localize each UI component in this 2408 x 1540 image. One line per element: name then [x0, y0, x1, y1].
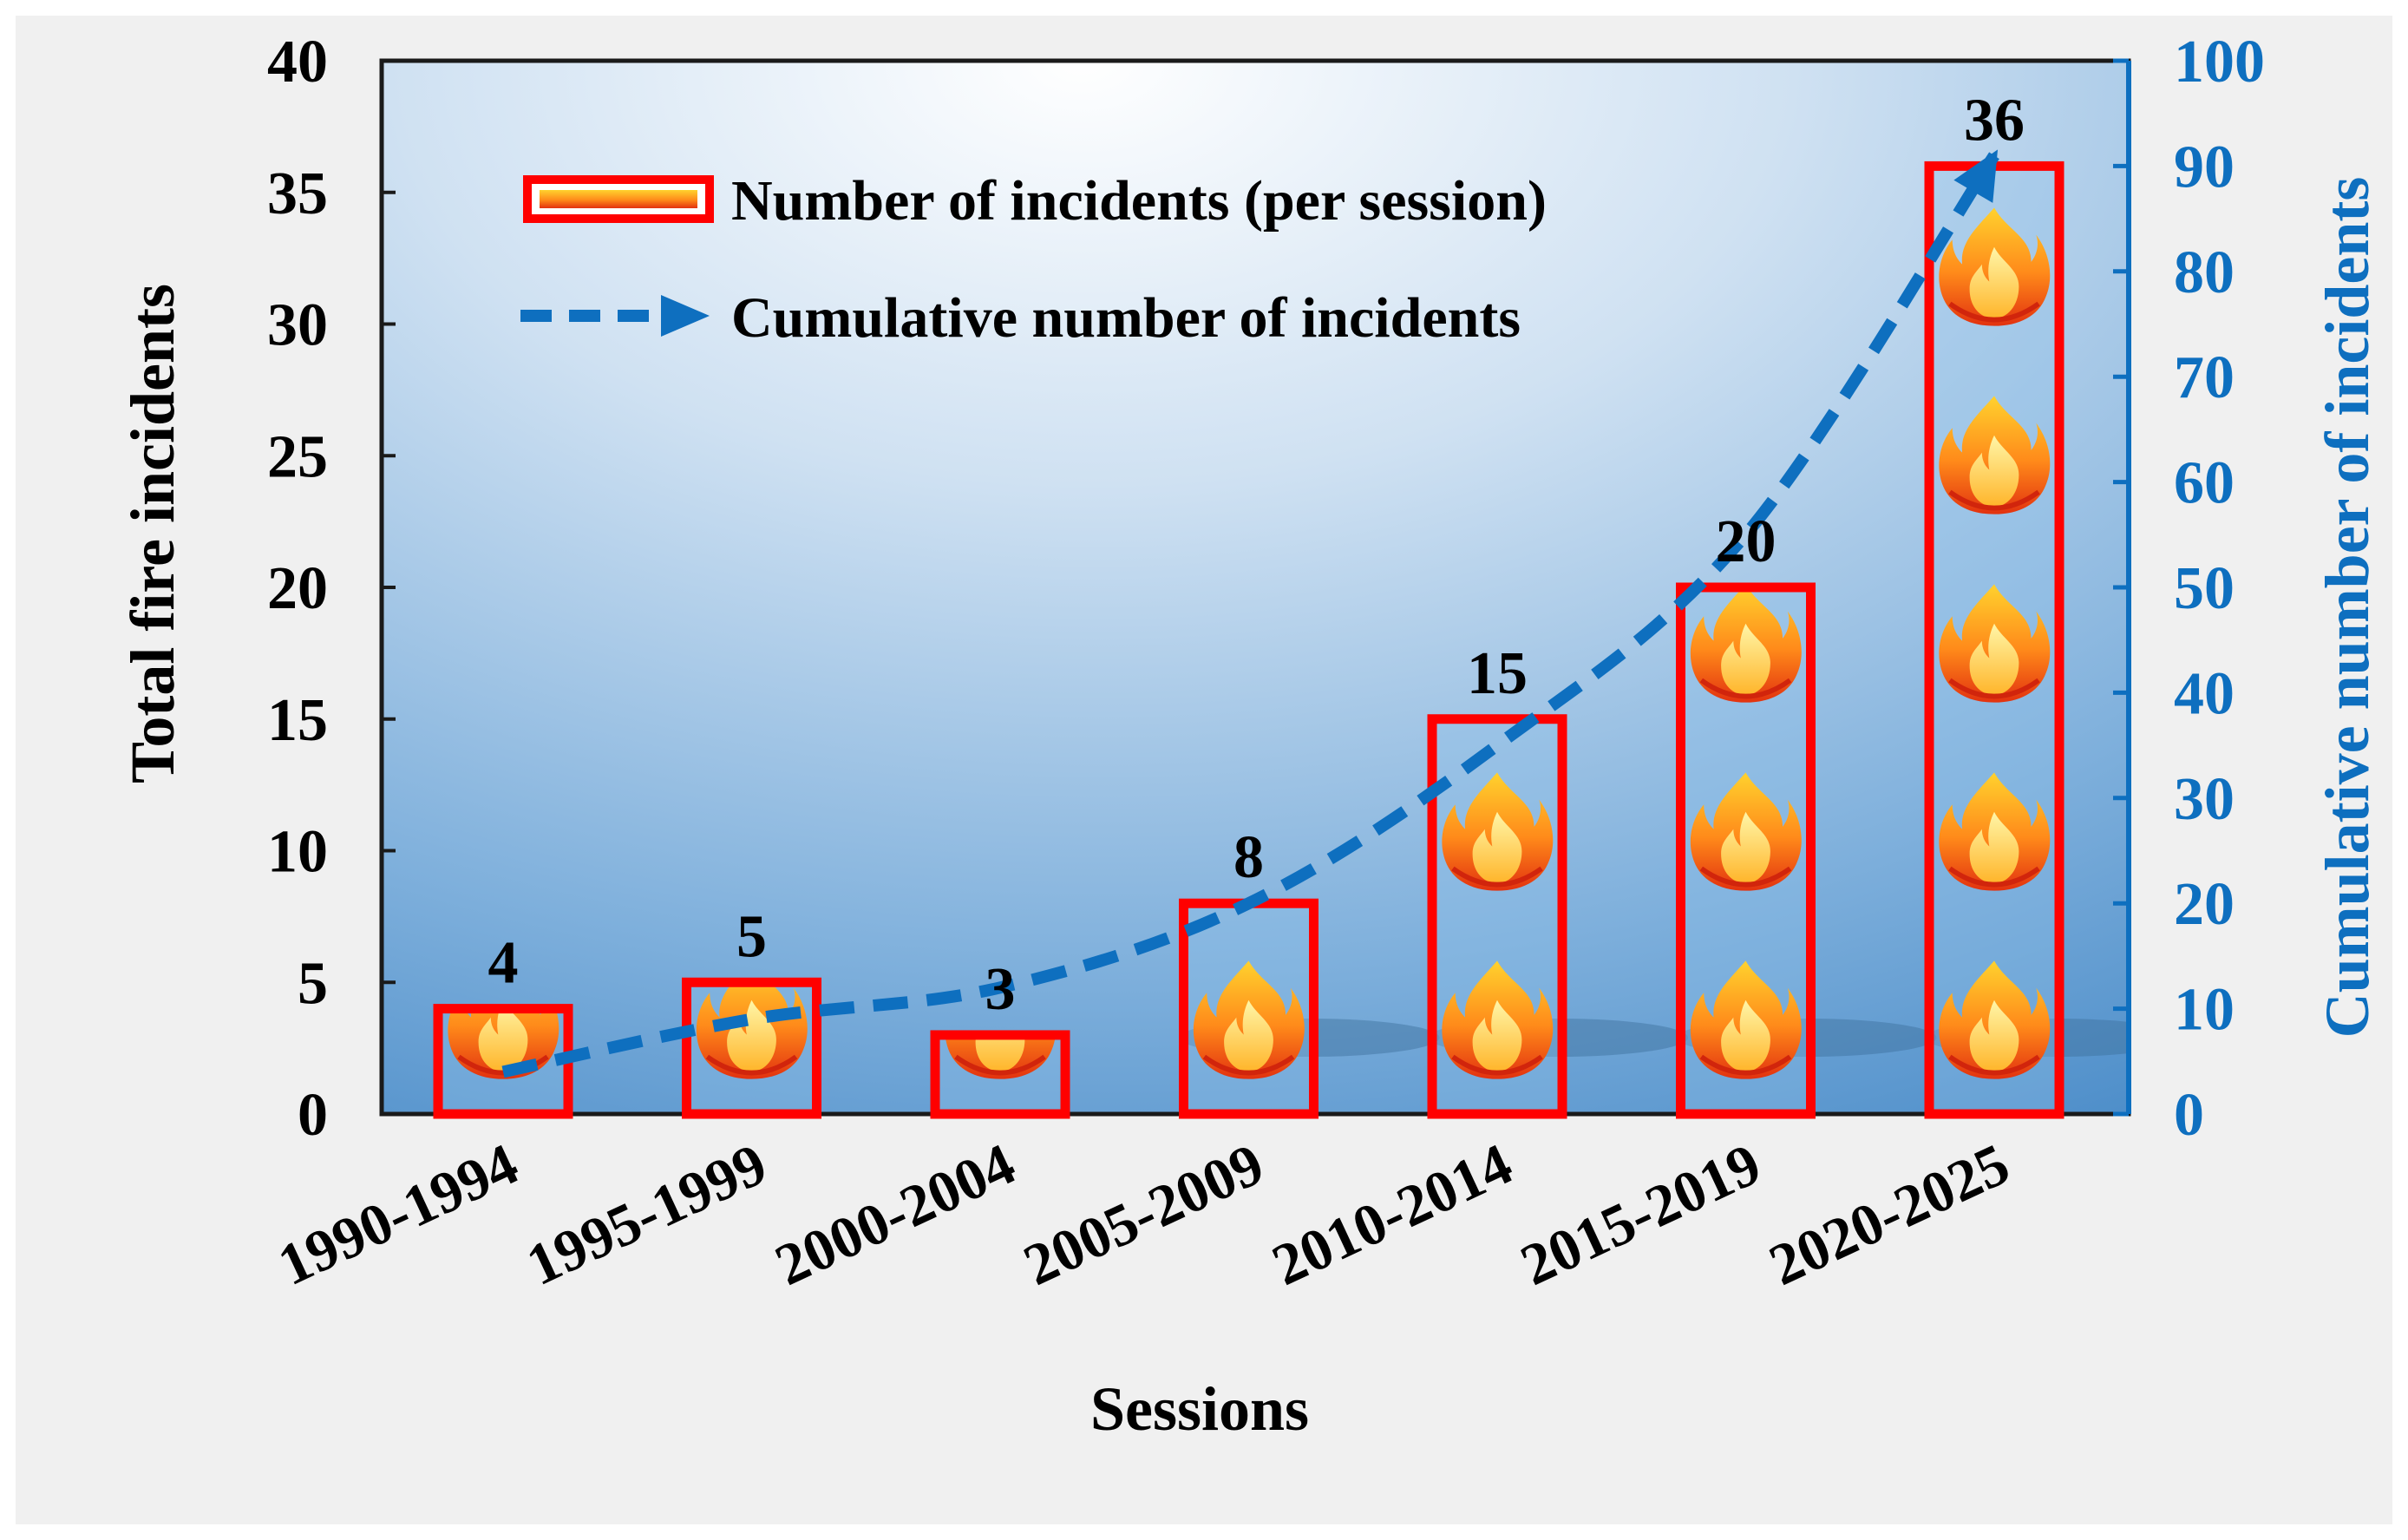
right-tick-label: 80: [2174, 239, 2235, 306]
bar: [1924, 161, 2064, 1119]
left-y-axis: 0 5 10 15 20 25 30 35 40: [267, 29, 396, 1149]
data-label: 8: [1233, 824, 1264, 891]
y-axis-title: Total fire incidents: [118, 284, 187, 783]
data-label: 4: [488, 930, 519, 997]
legend-label-bars: Number of incidents (per session): [731, 169, 1547, 233]
left-tick-label: 10: [267, 819, 328, 886]
right-tick-label: 100: [2174, 29, 2265, 95]
legend-label-line: Cumulative number of incidents: [731, 286, 1521, 350]
legend-item-line: Cumulative number of incidents: [520, 286, 1521, 350]
data-label: 20: [1716, 508, 1777, 575]
left-tick-label: 25: [267, 423, 328, 490]
bar: [930, 1030, 1070, 1119]
left-tick-label: 5: [298, 950, 328, 1017]
right-tick-label: 90: [2174, 134, 2235, 200]
bar-flame-fill: [438, 1008, 568, 1114]
left-tick-label: 15: [267, 687, 328, 754]
bar-series: [433, 161, 2064, 1119]
bar: [1427, 714, 1567, 1119]
legend-flame-swatch: [540, 190, 697, 208]
data-labels: 4 5 3 8 15 20 36: [488, 87, 2025, 1023]
bar-outline: [682, 977, 821, 1119]
right-tick-label: 0: [2174, 1082, 2204, 1149]
x-axis-title: Sessions: [1090, 1374, 1309, 1444]
bar: [1676, 582, 1816, 1119]
legend: Number of incidents (per session) Cumula…: [520, 169, 1547, 350]
arrow-head-icon: [1953, 149, 1999, 203]
legend-item-bars: Number of incidents (per session): [523, 169, 1547, 233]
left-tick-label: 40: [267, 29, 328, 95]
data-label: 15: [1467, 640, 1528, 707]
bar: [682, 977, 821, 1119]
right-tick-label: 10: [2174, 977, 2235, 1044]
bar-flame-fill: [1432, 718, 1562, 1114]
bar-outline: [1676, 582, 1816, 1119]
bar-flame-fill: [1929, 166, 2059, 1114]
right-tick-label: 50: [2174, 555, 2235, 622]
left-tick-label: 20: [267, 555, 328, 622]
bar-flame-fill: [1183, 903, 1314, 1114]
bar-flame-fill: [686, 982, 817, 1114]
plot-area: [379, 58, 2131, 1117]
bar-outline: [930, 1030, 1070, 1119]
right-tick-label: 40: [2174, 660, 2235, 727]
data-label: 5: [736, 903, 767, 970]
right-tick-label: 30: [2174, 766, 2235, 833]
right-tick-label: 60: [2174, 450, 2235, 517]
right-tick-label: 20: [2174, 871, 2235, 938]
bar-flame-fill: [1680, 587, 1811, 1114]
left-tick-label: 0: [298, 1082, 328, 1149]
y2-axis-title: Cumulative number of incidents: [2313, 177, 2382, 1039]
bar-outline: [1427, 714, 1567, 1119]
data-label: 36: [1964, 87, 2025, 154]
legend-arrow-icon: [661, 295, 710, 337]
right-y-axis: 0 10 20 30 40 50 60 70 80 90 100: [2113, 29, 2265, 1149]
bar-flame-fill: [935, 1034, 1065, 1114]
cumulative-line-series: [501, 149, 1999, 1078]
right-tick-label: 70: [2174, 344, 2235, 411]
cumulative-line: [501, 152, 1999, 1078]
left-tick-label: 30: [267, 292, 328, 359]
left-tick-label: 35: [267, 161, 328, 227]
data-label: 3: [985, 956, 1016, 1023]
